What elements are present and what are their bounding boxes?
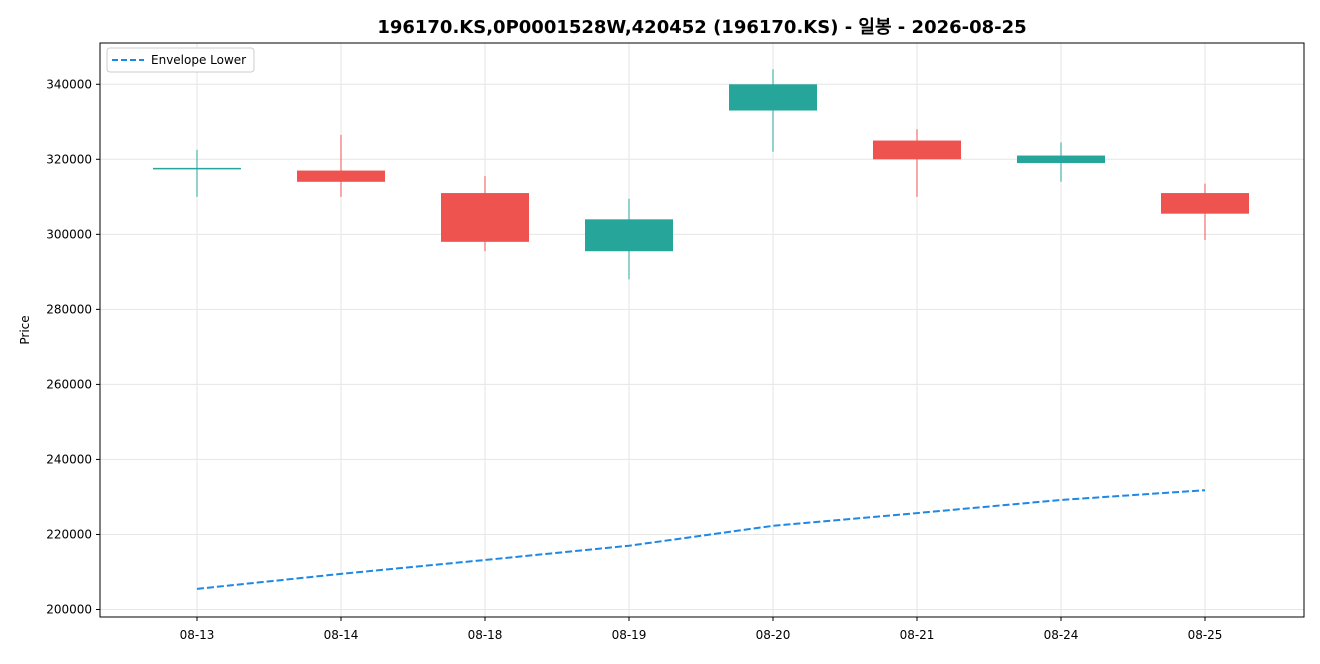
candle (153, 149, 241, 197)
x-tick-label: 08-25 (1188, 628, 1223, 642)
envelope-lines (196, 489, 1206, 590)
y-tick-label: 200000 (46, 602, 92, 616)
axis-ticks: 200000 220000 240000 260000 280000 300000 3200… (46, 77, 1222, 642)
candles (153, 69, 1249, 280)
candle (873, 129, 961, 197)
y-tick-label: 280000 (46, 302, 92, 316)
candle-body (873, 140, 961, 160)
candle (585, 198, 673, 280)
candle-body (585, 219, 673, 252)
envelope-lower-line (196, 489, 1206, 590)
candle-body (729, 84, 817, 111)
x-tick-label: 08-21 (900, 628, 935, 642)
x-tick-label: 08-19 (612, 628, 647, 642)
y-tick-label: 300000 (46, 227, 92, 241)
x-tick-label: 08-24 (1044, 628, 1079, 642)
candle-body (297, 170, 385, 182)
candle-body (441, 193, 529, 242)
y-tick-label: 340000 (46, 77, 92, 91)
candle (1017, 142, 1105, 182)
plot-frame (99, 42, 1305, 618)
y-tick-label: 220000 (46, 527, 92, 541)
legend-label-envelope-lower: Envelope Lower (151, 53, 246, 67)
legend: Envelope Lower (106, 47, 255, 73)
x-tick-label: 08-20 (756, 628, 791, 642)
candle (441, 176, 529, 252)
candle (297, 134, 385, 197)
y-tick-label: 260000 (46, 377, 92, 391)
x-tick-label: 08-13 (180, 628, 215, 642)
y-tick-label: 320000 (46, 152, 92, 166)
y-tick-label: 240000 (46, 452, 92, 466)
legend-box (106, 47, 255, 73)
candle (1161, 183, 1249, 240)
candle-body (1161, 193, 1249, 214)
grid-lines (100, 43, 1304, 617)
chart-title: 196170.KS,0P0001528W,420452 (196170.KS) … (377, 17, 1026, 38)
x-tick-label: 08-14 (324, 628, 359, 642)
y-axis-label: Price (18, 315, 32, 344)
x-tick-label: 08-18 (468, 628, 503, 642)
candle-body (1017, 155, 1105, 164)
candle (729, 69, 817, 152)
